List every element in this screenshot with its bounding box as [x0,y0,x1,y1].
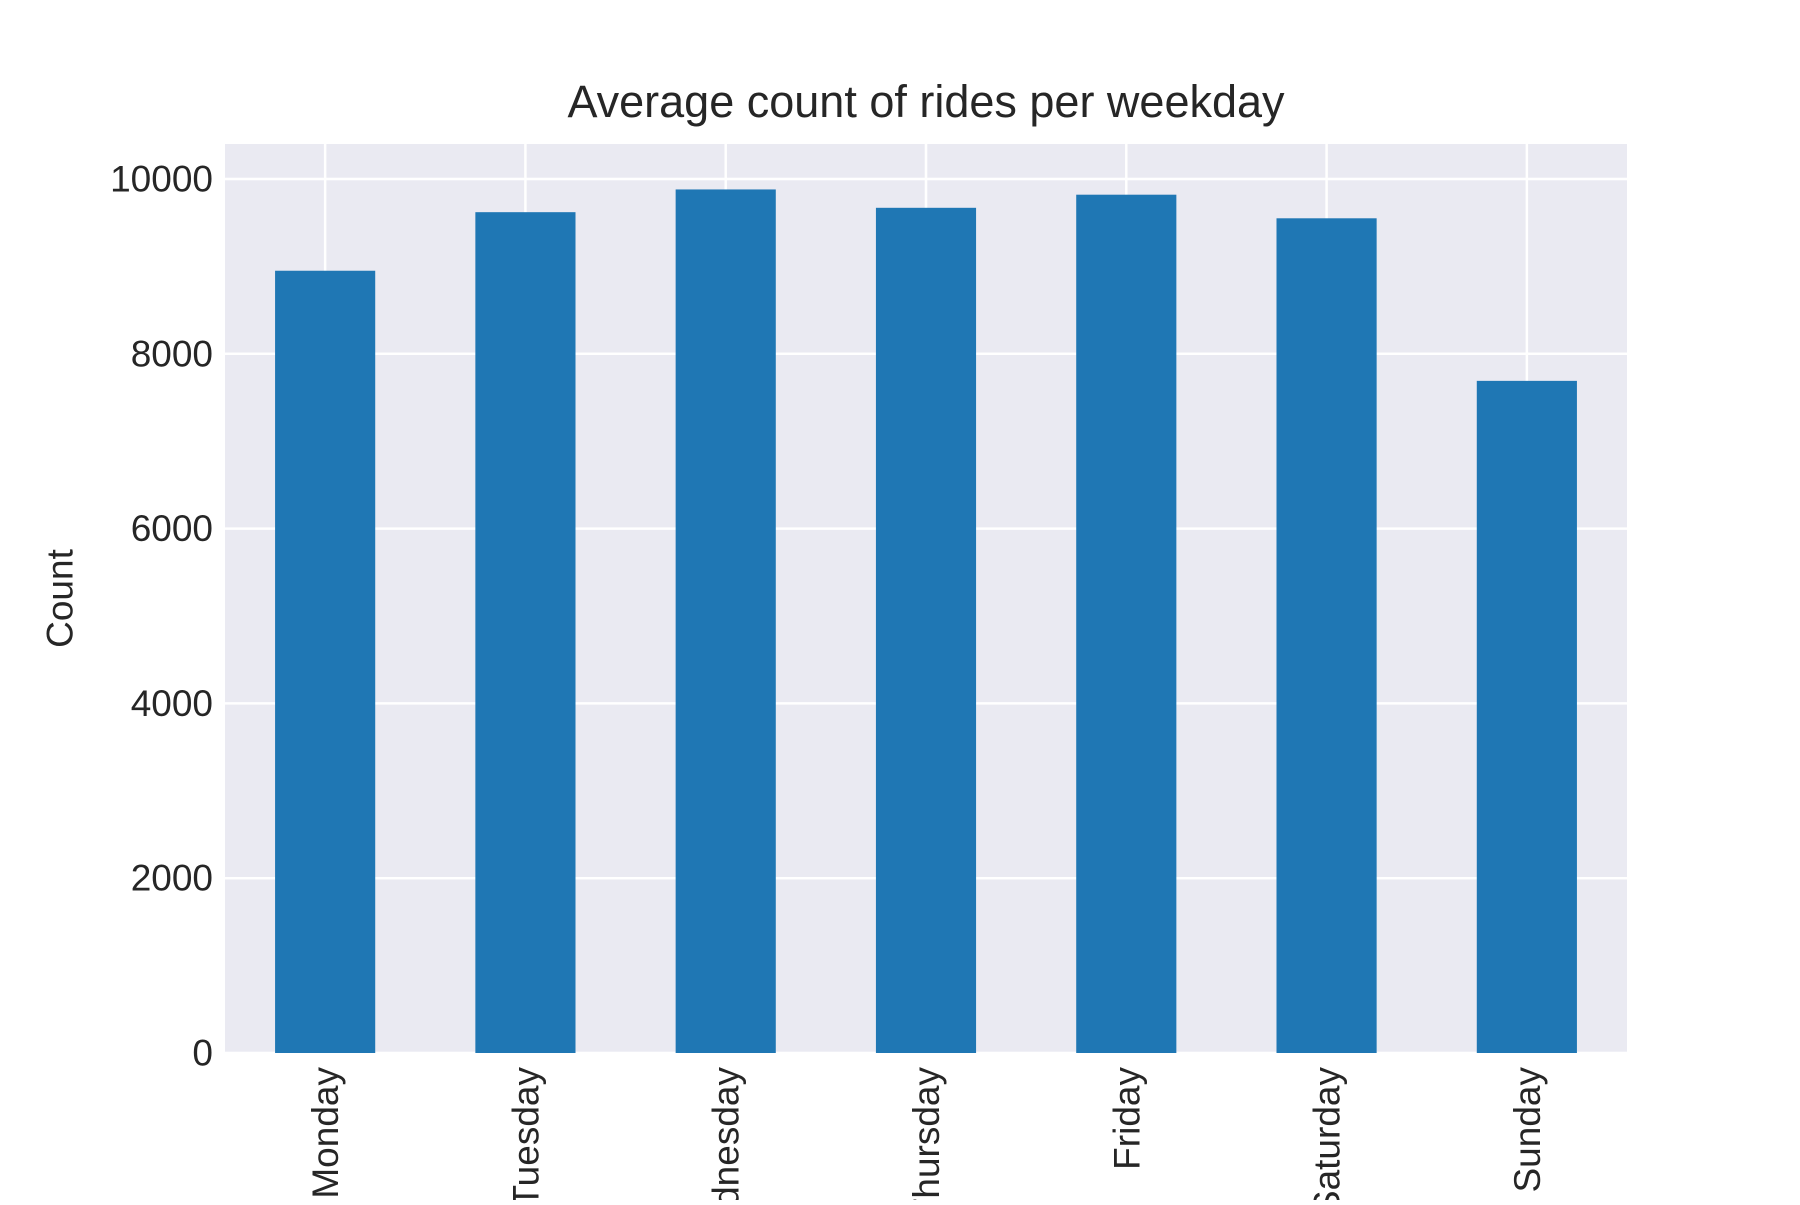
x-tick-label: Wednesday [706,1067,747,1200]
x-tick-label: Sunday [1507,1067,1548,1193]
bar-monday [275,270,376,1053]
x-tick-label: Saturday [1307,1067,1348,1200]
bar-thursday [875,207,977,1053]
bars [275,189,1577,1054]
y-tick-labels: 0 2000 4000 6000 8000 10000 [110,158,213,1073]
bar-wednesday [675,189,776,1053]
x-tick-label: Tuesday [505,1067,546,1200]
bar-friday [1076,194,1177,1054]
y-tick-label: 2000 [131,858,213,899]
y-tick-label: 8000 [131,333,213,374]
bar-saturday [1276,218,1377,1053]
y-tick-label: 6000 [131,508,213,549]
chart-title: Average count of rides per weekday [567,76,1285,127]
y-tick-label: 0 [192,1033,213,1074]
x-tick-label: Monday [305,1067,346,1199]
y-tick-label: 4000 [131,683,213,724]
x-tick-label: Thursday [906,1067,947,1200]
x-tick-label: Friday [1106,1067,1147,1170]
bar-tuesday [475,212,576,1054]
x-tick-labels: Monday Tuesday Wednesday Thursday Friday Satu… [305,1067,1548,1205]
y-axis-label: Count [40,548,81,647]
bar-sunday [1476,380,1577,1054]
y-tick-label: 10000 [110,158,213,199]
